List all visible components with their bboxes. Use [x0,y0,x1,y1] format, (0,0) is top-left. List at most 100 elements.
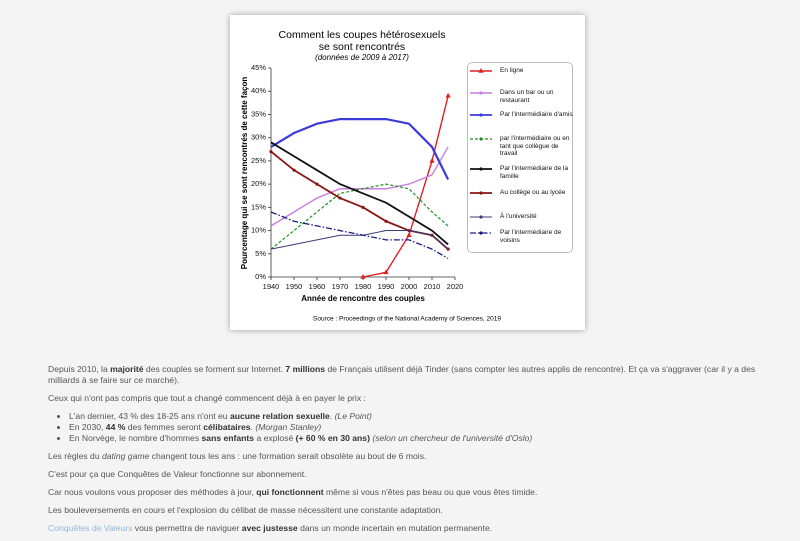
legend-swatch [470,137,492,141]
y-tick-label: 20% [251,179,266,188]
chart: Comment les coupes hétérosexuels se sont… [240,29,501,323]
y-tick-label: 35% [251,109,266,118]
x-tick-label: 1940 [263,282,280,291]
italic-text: dating game [101,451,150,461]
bold-text: avec justesse [241,523,298,533]
marker [384,219,388,223]
x-tick-label: 1960 [309,282,326,291]
x-tick-label: 1950 [286,282,303,291]
text: a explosé [254,433,296,443]
paragraph: Ceux qui n'ont pas compris que tout a ch… [48,393,366,403]
marker [429,157,435,163]
marker [292,168,296,172]
legend-label: À l'université [500,213,537,220]
y-tick-label: 30% [251,133,266,142]
paragraph: Car nous voulons vous proposer des métho… [48,487,778,498]
bold-text: célibataires [203,422,251,432]
bold-text: 44 % [105,422,126,432]
legend-item: Par l'intermédiaire d'amis [468,111,574,119]
marker [383,269,389,275]
legend-swatch [470,167,492,171]
text: vous permettra de naviguer [132,523,242,533]
legend-marker [479,191,483,195]
list-item: En 2030, 44 % des femmes seront célibata… [69,422,778,433]
x-axis-label: Année de rencontre des couples [301,294,425,303]
x-tick-label: 1970 [332,282,349,291]
italic-text: (Le Point) [334,411,372,421]
x-tick-label: 1990 [378,282,395,291]
text: Depuis 2010, la [48,364,111,374]
series-line [270,117,450,180]
paragraph: Conquêtes de Valeurs vous permettra de n… [48,523,778,534]
bold-text: 7 millions [285,364,326,374]
legend-swatch [470,113,492,117]
bold-text: aucune relation sexuelle [229,411,330,421]
legend-label: Au collège ou au lycée [500,189,566,196]
paragraph: Les règles du dating game changent tous … [48,451,778,462]
text: changent tous les ans : une formation se… [149,451,427,461]
x-tick-label: 2020 [447,282,464,291]
legend-item: Au collège ou au lycée [468,189,574,197]
legend-label: Par l'intermédiaire d'amis [500,111,573,118]
bold-text: qui fonctionnent [256,487,324,497]
legend-swatch [470,68,492,73]
chart-subtitle: (données de 2009 à 2017) [315,53,409,62]
legend-item: À l'université [468,213,574,221]
text: de Français utilisent déjà Tinder (sans … [48,364,756,385]
legend-swatch [470,191,492,195]
legend-label: Par l'intermédiaire de voisins [500,229,562,244]
marker [269,150,273,154]
list: L'an dernier, 43 % des 18-25 ans n'ont e… [48,411,778,444]
chart-card: Comment les coupes hétérosexuels se sont… [230,15,585,330]
text: L'an dernier, 43 % des 18-25 ans n'ont e… [69,411,230,421]
y-tick-label: 40% [251,86,266,95]
legend-item: Dans un bar ou un restaurant [468,89,574,104]
x-tick-label: 2010 [424,282,441,291]
legend-item: Par l'intermédiaire de voisins [468,229,574,244]
marker [361,205,365,209]
text: Les règles du [48,451,102,461]
legend-item: Par l'intermédiaire de la famille [468,165,574,180]
legend-marker [479,137,483,141]
paragraph: Les bouleversements en cours et l'explos… [48,505,443,515]
legend-label: Dans un bar ou un restaurant [500,89,554,104]
x-tick-label: 2000 [401,282,418,291]
legend-marker [479,91,483,95]
chart-title: Comment les coupes hétérosexuels [279,29,446,41]
marker [360,274,366,279]
article: Depuis 2010, la majorité des couples se … [48,364,778,541]
y-tick-label: 10% [251,226,266,235]
legend-swatch [470,215,492,219]
y-tick-label: 5% [255,249,266,258]
legend-label: Par l'intermédiaire de la famille [500,165,569,180]
marker [315,182,319,186]
series-line [270,230,449,250]
text: des couples se forment sur Internet. [143,364,286,374]
legend-label: En ligne [500,67,524,74]
italic-text: (Morgan Stanley) [255,422,322,432]
series-line [270,183,449,250]
bold-text: sans enfants [201,433,255,443]
list-item: En Norvège, le nombre d'hommes sans enfa… [69,433,778,444]
text: même si vous n'êtes pas beau ou que vous… [323,487,538,497]
link[interactable]: Conquêtes de Valeurs [48,523,133,533]
legend-marker [479,113,483,117]
x-tick-label: 1980 [355,282,372,291]
series-line [270,141,449,246]
paragraph: Depuis 2010, la majorité des couples se … [48,364,778,386]
series-line [270,211,449,259]
marker [406,232,412,237]
italic-text: (selon un chercheur de l'université d'Os… [372,433,533,443]
chart-title: se sont rencontrés [319,41,405,53]
text: dans un monde incertain en mutation perm… [297,523,493,533]
legend-marker [479,215,483,219]
y-tick-label: 45% [251,63,266,72]
paragraph: C'est pour ça que Conquêtes de Valeur fo… [48,469,307,479]
legend-marker [479,167,483,171]
y-tick-label: 25% [251,156,266,165]
marker [338,196,342,200]
text: En Norvège, le nombre d'hommes [69,433,202,443]
series-line [270,150,449,250]
text: des femmes seront [125,422,204,432]
